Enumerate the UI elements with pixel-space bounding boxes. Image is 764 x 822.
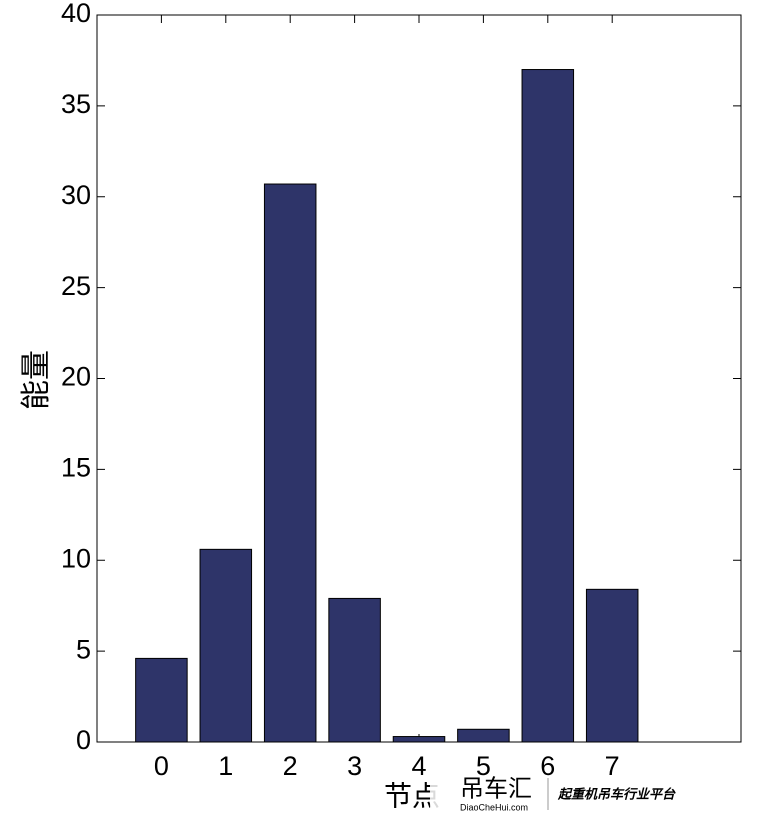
watermark: 吊车汇 DiaoCheHui.com 起重机吊车行业平台 bbox=[430, 772, 676, 812]
y-tick-label: 0 bbox=[76, 725, 91, 755]
watermark-slogan: 起重机吊车行业平台 bbox=[557, 786, 676, 801]
y-tick-label: 30 bbox=[61, 180, 91, 210]
bar bbox=[263, 183, 317, 743]
x-tick-label: 1 bbox=[218, 751, 233, 781]
y-tick-label: 35 bbox=[61, 89, 91, 119]
x-tick-label: 0 bbox=[154, 751, 169, 781]
y-tick-label: 10 bbox=[61, 543, 91, 573]
x-tick-label: 5 bbox=[476, 751, 491, 781]
bar bbox=[457, 728, 510, 743]
y-tick-label: 15 bbox=[61, 453, 91, 483]
y-tick-label: 20 bbox=[61, 362, 91, 392]
x-tick-label: 4 bbox=[411, 751, 426, 781]
watermark-name: 吊车汇 bbox=[460, 775, 532, 802]
bar bbox=[521, 69, 575, 743]
y-axis-label: 能量 bbox=[20, 350, 53, 410]
bar bbox=[135, 657, 188, 743]
bar bbox=[328, 597, 381, 743]
watermark-url: DiaoCheHui.com bbox=[460, 802, 528, 812]
bar bbox=[199, 548, 253, 743]
y-tick-label: 40 bbox=[61, 0, 91, 28]
bar bbox=[392, 736, 446, 743]
watermark-bg bbox=[430, 772, 550, 812]
plot-frame bbox=[96, 14, 742, 743]
x-tick-label: 2 bbox=[283, 751, 298, 781]
x-tick-label: 3 bbox=[347, 751, 362, 781]
y-tick-label: 25 bbox=[61, 271, 91, 301]
x-tick-label: 6 bbox=[540, 751, 555, 781]
bar bbox=[585, 588, 639, 743]
y-tick-label: 5 bbox=[76, 634, 91, 664]
x-tick-label: 7 bbox=[605, 751, 620, 781]
